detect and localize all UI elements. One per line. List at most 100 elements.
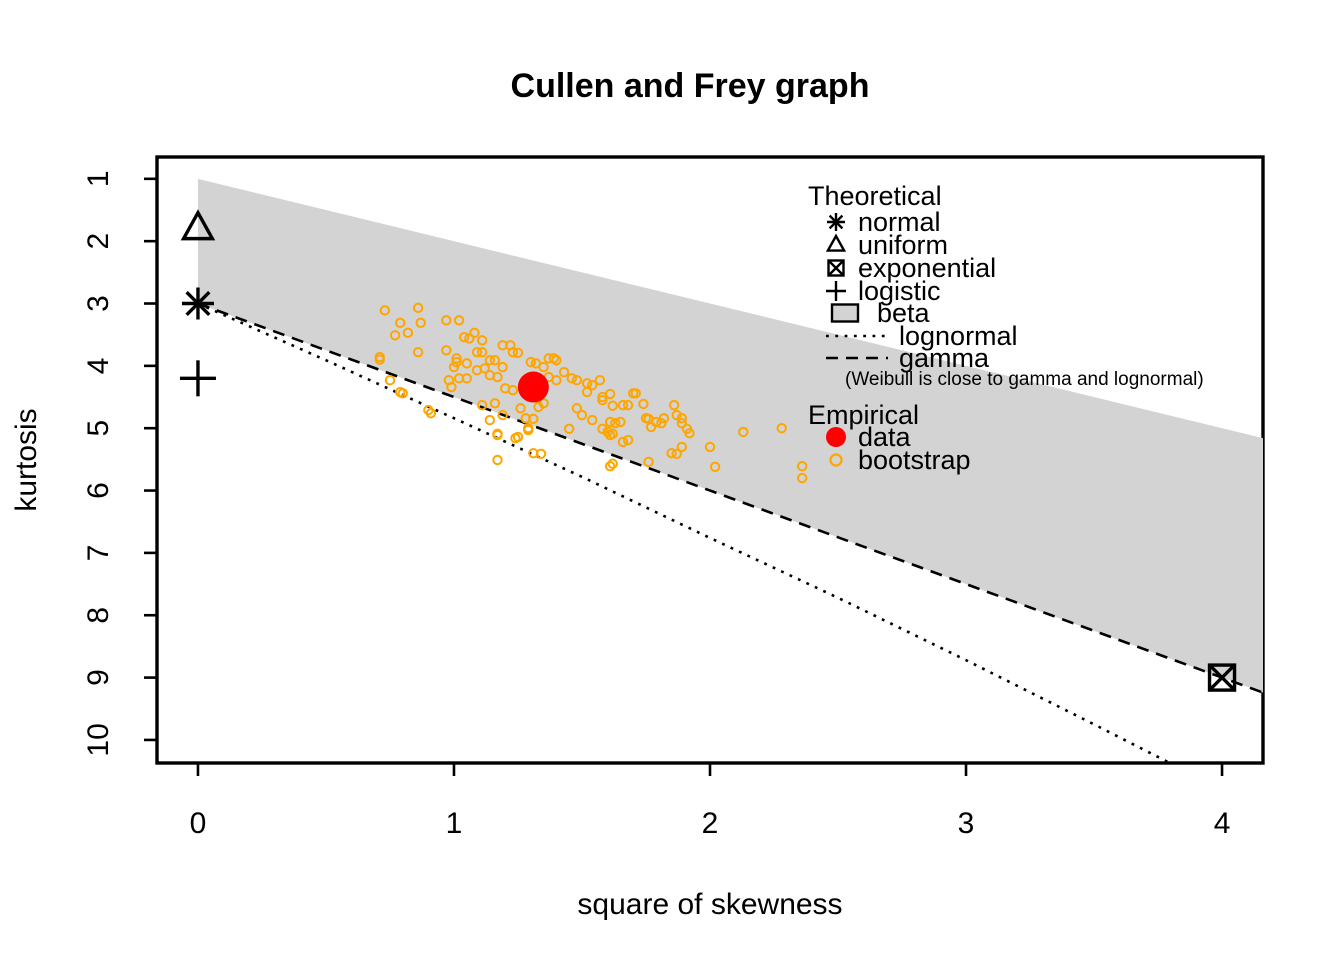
bootstrap-point bbox=[461, 358, 472, 369]
bootstrap-point bbox=[425, 408, 437, 419]
uniform-marker bbox=[180, 209, 216, 241]
bootstrap-point bbox=[622, 434, 634, 446]
bootstrap-point bbox=[617, 436, 629, 448]
legend-symbol-data bbox=[826, 427, 846, 447]
y-tick-label: 5 bbox=[82, 420, 115, 437]
bootstrap-point bbox=[489, 398, 501, 409]
bootstrap-point bbox=[597, 394, 608, 406]
legend-weibull-note: (Weibull is close to gamma and lognormal… bbox=[845, 369, 1204, 390]
bootstrap-point bbox=[576, 409, 588, 421]
bootstrap-point bbox=[538, 361, 549, 373]
chart-layers bbox=[197, 178, 1263, 763]
bootstrap-point bbox=[617, 399, 629, 411]
bootstrap-point bbox=[507, 384, 519, 396]
bootstrap-point bbox=[538, 398, 549, 409]
bootstrap-point bbox=[615, 416, 626, 428]
bootstrap-point bbox=[397, 388, 408, 399]
bootstrap-point bbox=[492, 371, 503, 383]
y-tick-label: 7 bbox=[82, 545, 115, 562]
bootstrap-point bbox=[640, 413, 652, 424]
bootstrap-point bbox=[709, 461, 721, 473]
y-tick-label: 10 bbox=[82, 723, 115, 756]
bootstrap-point bbox=[395, 317, 406, 329]
y-tick-label: 4 bbox=[82, 358, 115, 375]
legend: Theoreticalnormaluniformexponentiallogis… bbox=[808, 181, 1204, 475]
bootstrap-point bbox=[597, 423, 608, 435]
bootstrap-point bbox=[489, 355, 501, 366]
bootstrap-point bbox=[497, 409, 508, 421]
x-tick-label: 0 bbox=[190, 807, 207, 840]
y-tick-label: 9 bbox=[82, 669, 115, 686]
bootstrap-point bbox=[604, 388, 616, 400]
bootstrap-point bbox=[448, 361, 460, 373]
bootstrap-point bbox=[622, 399, 634, 411]
bootstrap-point bbox=[671, 448, 682, 459]
bootstrap-point bbox=[607, 458, 618, 469]
bootstrap-point bbox=[512, 347, 524, 358]
bootstrap-point bbox=[469, 327, 480, 339]
axis-ticks: 0 1 2 3 4 1 2 3 4 5 6 7 8 9 10 bbox=[82, 170, 1230, 840]
bootstrap-point bbox=[666, 447, 677, 459]
bootstrap-point bbox=[630, 388, 641, 399]
bootstrap-point bbox=[676, 418, 688, 429]
bootstrap-point bbox=[476, 399, 488, 411]
legend-theoretical-header: Theoretical bbox=[808, 181, 942, 211]
legend-item-beta: beta bbox=[877, 298, 931, 328]
x-tick-label: 3 bbox=[958, 807, 975, 840]
bootstrap-point bbox=[374, 354, 385, 365]
bootstrap-point bbox=[676, 441, 688, 453]
bootstrap-points bbox=[374, 302, 808, 484]
bootstrap-point bbox=[581, 386, 593, 398]
bootstrap-point bbox=[704, 441, 716, 453]
legend-item-logistic: logistic bbox=[858, 276, 941, 306]
legend-symbol-exponential bbox=[827, 259, 845, 277]
y-tick-label: 6 bbox=[82, 482, 115, 499]
bootstrap-point bbox=[684, 427, 695, 439]
x-tick-label: 1 bbox=[446, 807, 463, 840]
bootstrap-point bbox=[507, 346, 519, 358]
exponential-marker bbox=[1207, 663, 1237, 692]
data-point bbox=[517, 371, 549, 403]
bootstrap-point bbox=[446, 381, 457, 393]
bootstrap-point bbox=[441, 315, 452, 326]
bootstrap-point bbox=[510, 432, 521, 444]
normal-marker bbox=[181, 287, 214, 320]
bootstrap-point bbox=[671, 409, 682, 421]
y-axis-label: kurtosis bbox=[10, 408, 43, 511]
bootstrap-point bbox=[604, 416, 616, 428]
legend-symbol-uniform bbox=[825, 233, 847, 252]
bootstrap-point bbox=[551, 374, 562, 386]
bootstrap-point bbox=[402, 327, 414, 339]
bootstrap-point bbox=[676, 413, 688, 424]
bootstrap-point bbox=[412, 302, 424, 314]
bootstrap-point bbox=[484, 414, 496, 426]
bootstrap-point bbox=[461, 373, 472, 384]
bootstrap-point bbox=[607, 400, 618, 411]
chart-title: Cullen and Frey graph bbox=[511, 67, 870, 105]
legend-symbol-normal bbox=[827, 213, 845, 231]
bootstrap-point bbox=[587, 379, 598, 391]
bootstrap-point bbox=[638, 398, 649, 410]
bootstrap-point bbox=[566, 373, 577, 384]
y-tick-label: 3 bbox=[82, 295, 115, 312]
beta-region bbox=[197, 178, 1263, 693]
legend-item-uniform: uniform bbox=[858, 230, 948, 260]
bootstrap-point bbox=[471, 346, 483, 358]
bootstrap-point bbox=[610, 418, 621, 429]
legend-item-gamma: gamma bbox=[899, 343, 990, 373]
legend-symbol-logistic bbox=[826, 281, 846, 301]
x-tick-label: 4 bbox=[1214, 807, 1231, 840]
bootstrap-point bbox=[492, 428, 503, 440]
bootstrap-point bbox=[484, 355, 496, 366]
legend-item-data: data bbox=[858, 422, 912, 452]
bootstrap-point bbox=[796, 472, 808, 484]
bootstrap-point bbox=[451, 356, 462, 368]
bootstrap-point bbox=[451, 353, 462, 364]
legend-symbol-bootstrap bbox=[829, 453, 843, 467]
bootstrap-point bbox=[415, 317, 426, 329]
bootstrap-point bbox=[558, 366, 570, 378]
bootstrap-point bbox=[776, 423, 787, 434]
bootstrap-point bbox=[476, 346, 488, 358]
bootstrap-point bbox=[551, 355, 562, 366]
